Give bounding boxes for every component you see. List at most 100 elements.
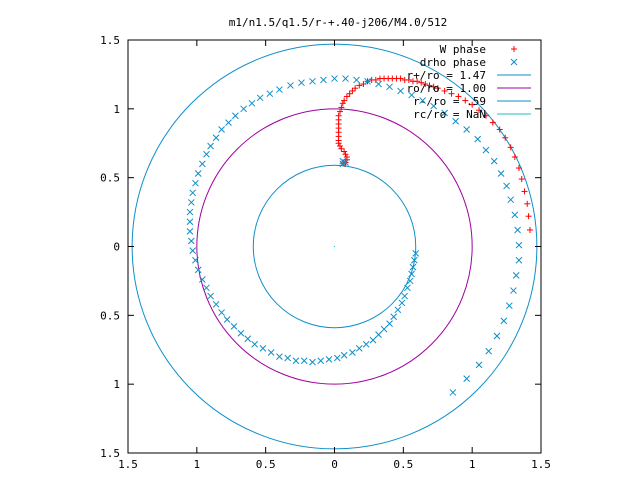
marker-d2 (276, 86, 283, 93)
y-tick-label: 1 (113, 103, 120, 116)
drho-phase-point (342, 75, 349, 82)
w-phase-point (521, 188, 528, 195)
w-phase-point (482, 112, 489, 119)
drho-phase-point (203, 150, 210, 158)
marker-d2 (342, 159, 349, 166)
drho-phase-point (419, 97, 426, 104)
marker-d2 (362, 340, 370, 348)
marker-d2 (192, 256, 199, 264)
legend-label: W phase (440, 43, 486, 56)
w-phase-point (343, 93, 350, 100)
marker-d2 (223, 316, 231, 323)
marker-d2 (452, 117, 460, 125)
drho-phase-point (309, 77, 316, 85)
marker-d2 (409, 263, 417, 271)
w-phase-point (507, 144, 514, 151)
drho-phase-point (317, 357, 325, 365)
drho-phase-point (463, 126, 471, 133)
marker-d2 (449, 389, 457, 396)
drho-phase-point (390, 313, 398, 321)
drho-phase-point (386, 320, 393, 327)
w-phase-point (518, 176, 525, 183)
w-phase-point (356, 82, 363, 89)
w-phase-point (441, 87, 448, 94)
drho-phase-point (186, 208, 194, 216)
marker-d2 (419, 97, 426, 104)
drho-phase-point (512, 272, 520, 279)
marker-d2 (292, 357, 300, 365)
drho-phase-point (189, 247, 197, 254)
w-phase-point (338, 104, 345, 111)
drho-phase-point (192, 179, 199, 187)
drho-phase-point (203, 284, 210, 292)
marker-d2 (394, 306, 402, 314)
y-tick-label: 1.5 (100, 447, 120, 460)
marker-d2 (474, 135, 482, 143)
marker-d2 (410, 256, 418, 264)
drho-phase-point (207, 142, 214, 150)
drho-phase-point (325, 356, 333, 363)
y-tick-label: 1 (113, 378, 120, 391)
drho-phase-point (212, 134, 220, 142)
drho-phase-point (320, 76, 327, 84)
drho-phase-point (333, 354, 341, 362)
marker-d2 (398, 299, 406, 307)
w-phase-point (448, 90, 455, 97)
marker-d2 (207, 292, 214, 300)
w-phase-point (338, 145, 345, 152)
drho-phase-point (490, 157, 498, 165)
drho-phase-point (375, 331, 382, 338)
drho-phase-point (410, 256, 418, 264)
w-phase-point (372, 76, 379, 83)
drho-phase-point (515, 256, 523, 264)
drho-phase-point (364, 77, 371, 85)
marker-d2 (505, 302, 513, 310)
drho-phase-point (309, 358, 316, 366)
w-phase-point (414, 78, 421, 85)
marker-d2 (380, 325, 388, 333)
x-tick-label: 1 (194, 458, 201, 471)
drho-phase-point (192, 256, 199, 264)
marker-d2 (375, 80, 382, 88)
marker-d2 (309, 358, 316, 366)
drho-phase-point (331, 75, 338, 82)
drho-phase-point (339, 157, 347, 165)
marker-d2 (207, 142, 214, 150)
marker-d2 (317, 357, 325, 365)
drho-phase-point (463, 375, 471, 383)
drho-phase-point (409, 263, 417, 271)
y-tick-label: 0.5 (100, 309, 120, 322)
drho-phase-point (237, 329, 245, 337)
w-phase-point (337, 108, 344, 115)
marker-d2 (482, 146, 490, 154)
marker-d2 (340, 351, 348, 359)
w-phase-point (342, 151, 349, 158)
marker-d2 (240, 105, 247, 113)
circle-ro/ro = 1.00 (196, 108, 473, 385)
marker-d2 (355, 345, 363, 352)
w-phase-point (346, 90, 353, 97)
marker-d2 (386, 83, 393, 91)
drho-phase-point (514, 226, 521, 234)
drho-phase-point (259, 345, 267, 352)
marker-d2 (463, 126, 471, 133)
marker-d2 (300, 357, 308, 365)
drho-phase-point (355, 345, 363, 352)
drho-phase-point (449, 389, 457, 396)
drho-phase-point (408, 91, 415, 99)
drho-phase-point (398, 299, 406, 307)
marker-d2 (485, 347, 493, 355)
legend-label: rc/ro = NaN (413, 108, 486, 121)
drho-phase-point (186, 218, 194, 226)
w-phase-point (462, 97, 469, 104)
marker-d2 (430, 102, 437, 110)
marker-d2 (510, 287, 517, 294)
marker-d2 (218, 309, 225, 316)
drho-phase-point (194, 266, 202, 274)
marker-d2 (203, 284, 210, 292)
marker-d2 (375, 331, 382, 338)
marker-d2 (186, 208, 194, 216)
drho-phase-point (267, 349, 275, 356)
marker-d2 (500, 317, 508, 325)
